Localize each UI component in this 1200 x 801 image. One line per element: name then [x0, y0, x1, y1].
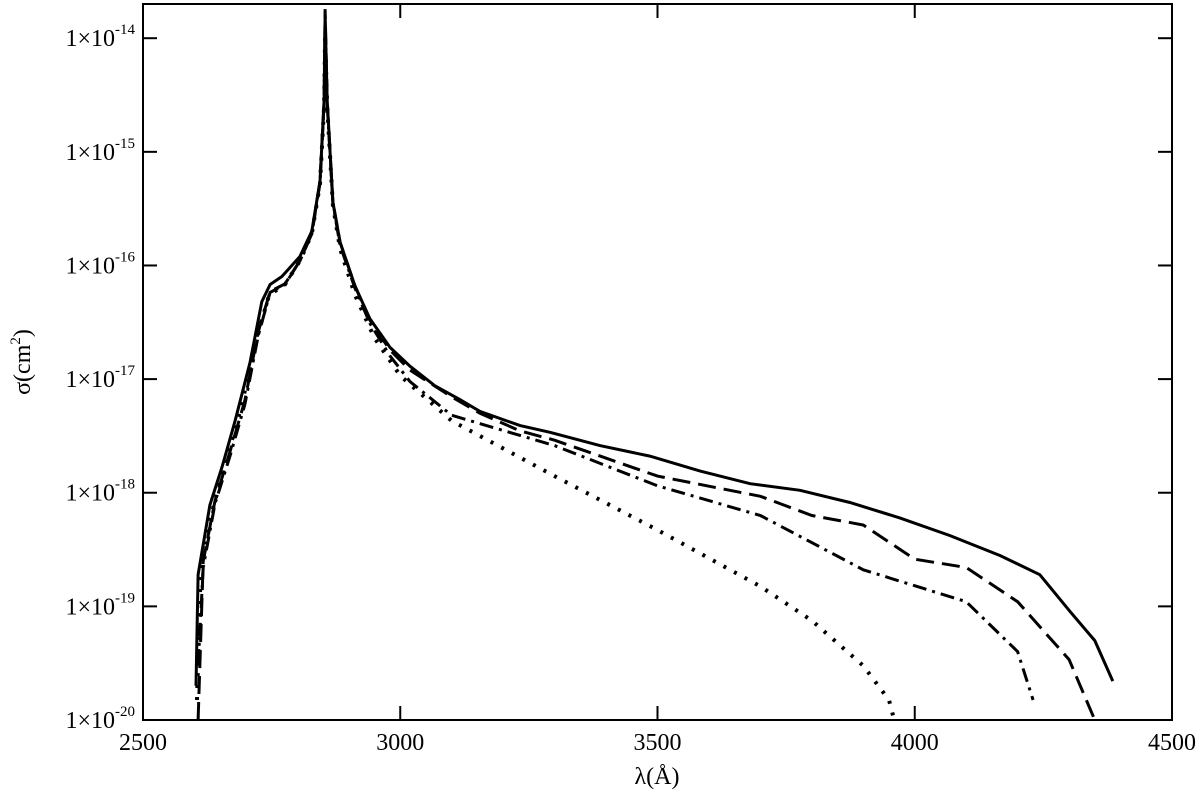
- x-tick-label: 2500: [119, 730, 167, 756]
- y-tick-label: 1×10-15: [65, 136, 135, 166]
- x-tick-label: 4000: [891, 730, 939, 756]
- y-tick-exponent: -14: [115, 22, 135, 38]
- y-tick-label: 1×10-14: [65, 22, 135, 52]
- plot-frame: [142, 3, 1173, 721]
- x-axis-label: λ(Å): [635, 764, 680, 790]
- y-tick-exponent: -17: [115, 363, 135, 379]
- y-tick-base: 1×10: [65, 253, 115, 279]
- series-line: [195, 38, 897, 720]
- y-tick-exponent: -19: [115, 590, 135, 606]
- y-tick-label: 1×10-16: [65, 249, 135, 279]
- y-tick-base: 1×10: [65, 140, 115, 166]
- y-tick-base: 1×10: [65, 26, 115, 52]
- x-tick-label: 3000: [376, 730, 424, 756]
- y-tick-base: 1×10: [65, 367, 115, 393]
- series-line: [196, 21, 1035, 701]
- series-line: [194, 14, 1115, 686]
- y-tick-base: 1×10: [65, 708, 115, 734]
- y-tick-label: 1×10-18: [65, 477, 135, 507]
- y-tick-exponent: -16: [115, 249, 135, 265]
- y-axis-label: σ(cm2): [8, 329, 36, 395]
- x-tick-label: 4500: [1148, 730, 1196, 756]
- y-tick-exponent: -18: [115, 477, 135, 493]
- y-tick-label: 1×10-19: [65, 590, 135, 620]
- y-tick-exponent: -20: [115, 704, 135, 720]
- y-tick-exponent: -15: [115, 136, 135, 152]
- series-line: [196, 9, 1097, 720]
- x-tick-label: 3500: [634, 730, 682, 756]
- y-tick-base: 1×10: [65, 594, 115, 620]
- y-tick-label: 1×10-17: [65, 363, 135, 393]
- y-tick-label: 1×10-20: [65, 704, 135, 734]
- y-tick-base: 1×10: [65, 481, 115, 507]
